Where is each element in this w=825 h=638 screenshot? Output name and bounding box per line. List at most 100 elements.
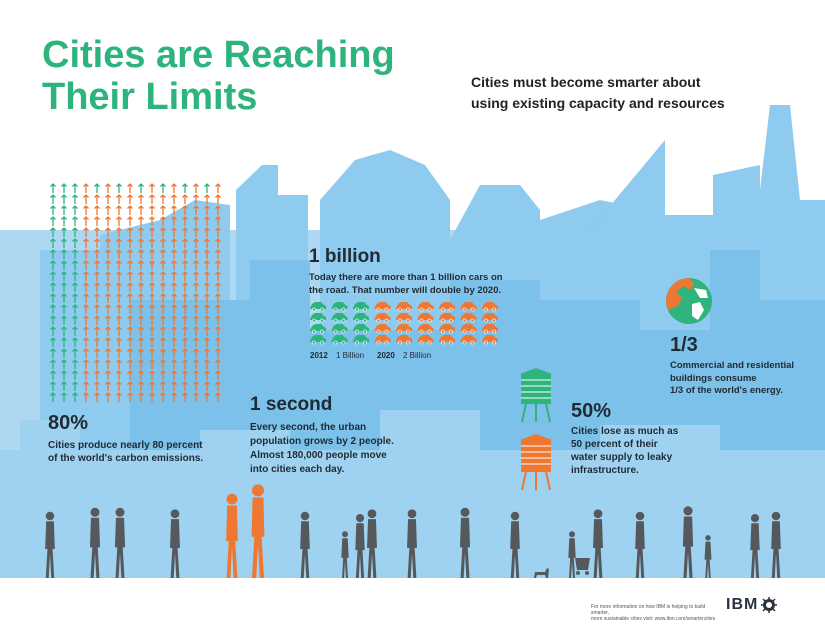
car-icon bbox=[331, 324, 348, 334]
arrow-up-icon bbox=[215, 315, 221, 325]
arrow-up-icon bbox=[138, 183, 144, 193]
arrow-up-icon bbox=[138, 293, 144, 303]
person-silhouette-icon bbox=[367, 509, 377, 578]
arrow-up-icon bbox=[193, 348, 199, 358]
arrow-up-icon bbox=[138, 249, 144, 259]
arrow-up-icon bbox=[193, 326, 199, 336]
carbon-stat-value: 80% bbox=[48, 412, 89, 434]
car-icon-grid bbox=[310, 302, 498, 345]
arrow-up-icon bbox=[182, 381, 188, 391]
arrow-up-icon bbox=[94, 315, 100, 325]
arrow-up-icon bbox=[105, 205, 111, 215]
arrow-up-icon bbox=[149, 337, 155, 347]
car-icon bbox=[331, 302, 348, 312]
arrow-up-icon bbox=[105, 238, 111, 248]
arrow-up-icon bbox=[83, 183, 89, 193]
arrow-up-icon bbox=[215, 304, 221, 314]
arrow-up-icon bbox=[72, 370, 78, 380]
arrow-up-icon bbox=[105, 359, 111, 369]
arrow-up-icon bbox=[61, 326, 67, 336]
arrow-up-icon bbox=[182, 183, 188, 193]
person-silhouette-icon bbox=[459, 507, 471, 578]
arrow-up-icon bbox=[182, 260, 188, 270]
arrow-up-icon bbox=[105, 337, 111, 347]
person-silhouette-icon bbox=[750, 514, 760, 578]
person-silhouette-icon bbox=[89, 507, 101, 578]
carbon-arrow-grid bbox=[50, 183, 221, 402]
arrow-up-icon bbox=[182, 326, 188, 336]
arrow-up-icon bbox=[193, 183, 199, 193]
arrow-up-icon bbox=[61, 282, 67, 292]
arrow-up-icon bbox=[72, 293, 78, 303]
arrow-up-icon bbox=[160, 381, 166, 391]
car-icon bbox=[310, 313, 326, 323]
water-line-4: infrastructure. bbox=[571, 465, 639, 476]
arrow-up-icon bbox=[204, 271, 210, 281]
arrow-up-icon bbox=[204, 249, 210, 259]
arrow-up-icon bbox=[138, 381, 144, 391]
population-stat-text: Every second, the urban population grows… bbox=[250, 421, 450, 477]
arrow-up-icon bbox=[72, 249, 78, 259]
arrow-up-icon bbox=[193, 249, 199, 259]
arrow-up-icon bbox=[171, 271, 177, 281]
pedestrians-row bbox=[45, 484, 781, 578]
arrow-up-icon bbox=[171, 282, 177, 292]
arrow-up-icon bbox=[50, 392, 56, 402]
population-line-4: into cities each day. bbox=[250, 464, 345, 475]
arrow-up-icon bbox=[127, 348, 133, 358]
arrow-up-icon bbox=[160, 304, 166, 314]
carbon-line-1: Cities produce nearly 80 percent bbox=[48, 440, 203, 451]
arrow-up-icon bbox=[116, 194, 122, 204]
arrow-up-icon bbox=[138, 216, 144, 226]
arrow-up-icon bbox=[204, 293, 210, 303]
arrow-up-icon bbox=[160, 326, 166, 336]
arrow-up-icon bbox=[61, 348, 67, 358]
arrow-up-icon bbox=[94, 348, 100, 358]
arrow-up-icon bbox=[61, 381, 67, 391]
arrow-up-icon bbox=[215, 337, 221, 347]
car-icon bbox=[396, 335, 412, 345]
arrow-up-icon bbox=[127, 304, 133, 314]
car-icon bbox=[353, 324, 369, 334]
arrow-up-icon bbox=[50, 381, 56, 391]
arrow-up-icon bbox=[83, 238, 89, 248]
arrow-up-icon bbox=[94, 337, 100, 347]
arrow-up-icon bbox=[83, 326, 89, 336]
arrow-up-icon bbox=[94, 304, 100, 314]
arrow-up-icon bbox=[171, 370, 177, 380]
arrow-up-icon bbox=[72, 315, 78, 325]
arrow-up-icon bbox=[50, 194, 56, 204]
arrow-up-icon bbox=[171, 381, 177, 391]
arrow-up-icon bbox=[182, 370, 188, 380]
arrow-up-icon bbox=[72, 205, 78, 215]
arrow-up-icon bbox=[116, 216, 122, 226]
arrow-up-icon bbox=[215, 216, 221, 226]
arrow-up-icon bbox=[149, 392, 155, 402]
arrow-up-icon bbox=[204, 359, 210, 369]
arrow-up-icon bbox=[83, 293, 89, 303]
arrow-up-icon bbox=[127, 293, 133, 303]
arrow-up-icon bbox=[182, 227, 188, 237]
arrow-up-icon bbox=[116, 249, 122, 259]
car-icon bbox=[331, 313, 348, 323]
car-label-2012: 1 Billion bbox=[336, 351, 365, 360]
arrow-up-icon bbox=[61, 337, 67, 347]
ibm-logo: IBM bbox=[726, 596, 778, 614]
arrow-up-icon bbox=[72, 381, 78, 391]
arrow-up-icon bbox=[215, 205, 221, 215]
arrow-up-icon bbox=[182, 216, 188, 226]
arrow-up-icon bbox=[127, 227, 133, 237]
arrow-up-icon bbox=[116, 381, 122, 391]
arrow-up-icon bbox=[127, 205, 133, 215]
arrow-up-icon bbox=[193, 304, 199, 314]
arrow-up-icon bbox=[160, 392, 166, 402]
arrow-up-icon bbox=[83, 249, 89, 259]
person-silhouette-icon bbox=[568, 531, 576, 578]
arrow-up-icon bbox=[138, 348, 144, 358]
arrow-up-icon bbox=[171, 194, 177, 204]
carbon-line-2: of the world's carbon emissions. bbox=[48, 453, 204, 464]
arrow-up-icon bbox=[149, 293, 155, 303]
arrow-up-icon bbox=[182, 315, 188, 325]
person-silhouette-icon bbox=[682, 506, 694, 578]
arrow-up-icon bbox=[160, 260, 166, 270]
